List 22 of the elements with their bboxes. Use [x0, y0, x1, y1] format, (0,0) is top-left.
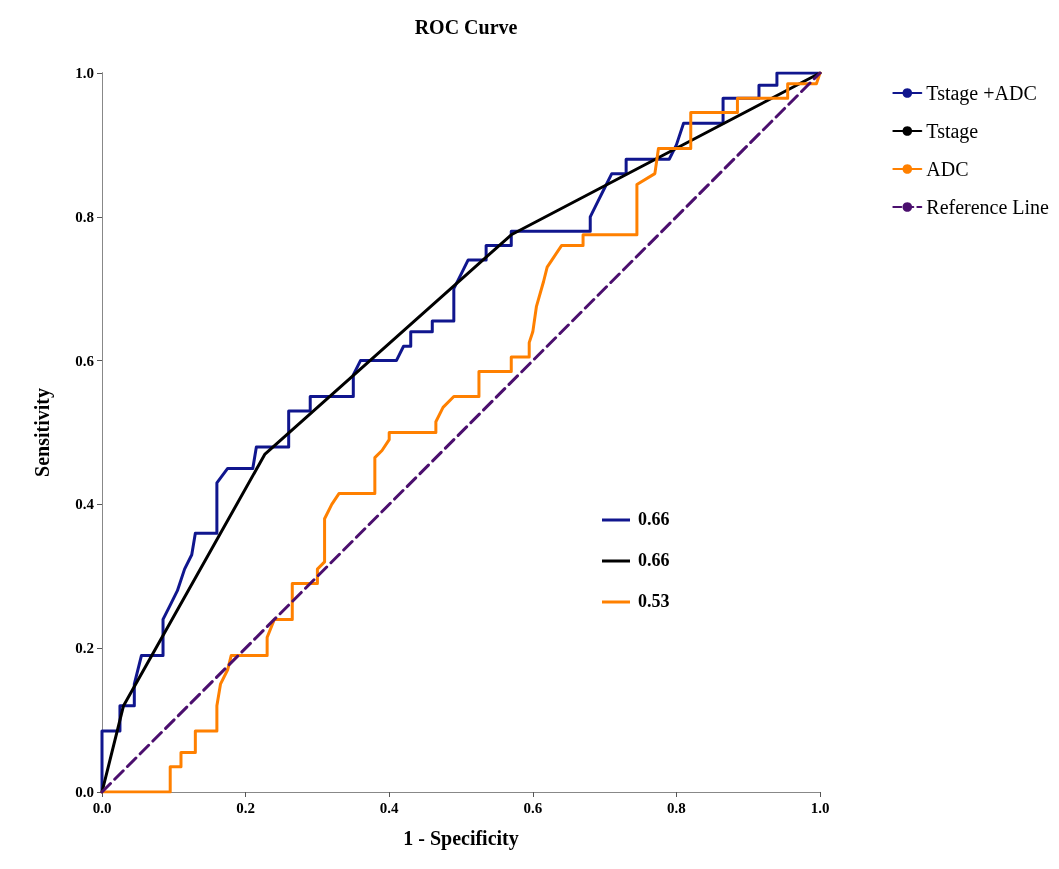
y-axis-title: Sensitivity	[31, 388, 54, 477]
legend-label: Tstage	[926, 120, 979, 143]
annotation: 0.53	[638, 591, 670, 611]
x-tick-label: 0.4	[379, 799, 400, 816]
x-tick-label: 0.2	[236, 799, 255, 816]
y-tick-label: 0.4	[75, 496, 95, 513]
x-axis-title: 1 - Specificity	[403, 827, 519, 850]
y-tick-label: 0.6	[75, 352, 95, 369]
x-tick-label: 0.6	[523, 799, 543, 816]
legend-label: Tstage +ADC	[926, 82, 1037, 105]
y-tick-label: 0.2	[75, 640, 94, 657]
x-tick-label: 1.0	[810, 799, 830, 816]
y-tick-label: 0.0	[75, 784, 94, 800]
x-tick-label: 0.0	[92, 799, 112, 816]
annotation: 0.66	[638, 550, 670, 570]
y-tick-label: 1.0	[75, 65, 94, 81]
annotation: 0.66	[638, 509, 670, 529]
legend-label: Reference Line	[926, 196, 1050, 218]
y-tick-label: 0.8	[75, 208, 94, 225]
legend-label: ADC	[926, 158, 969, 180]
chart-title: ROC Curve	[414, 16, 518, 38]
x-tick-label: 0.8	[667, 799, 686, 816]
